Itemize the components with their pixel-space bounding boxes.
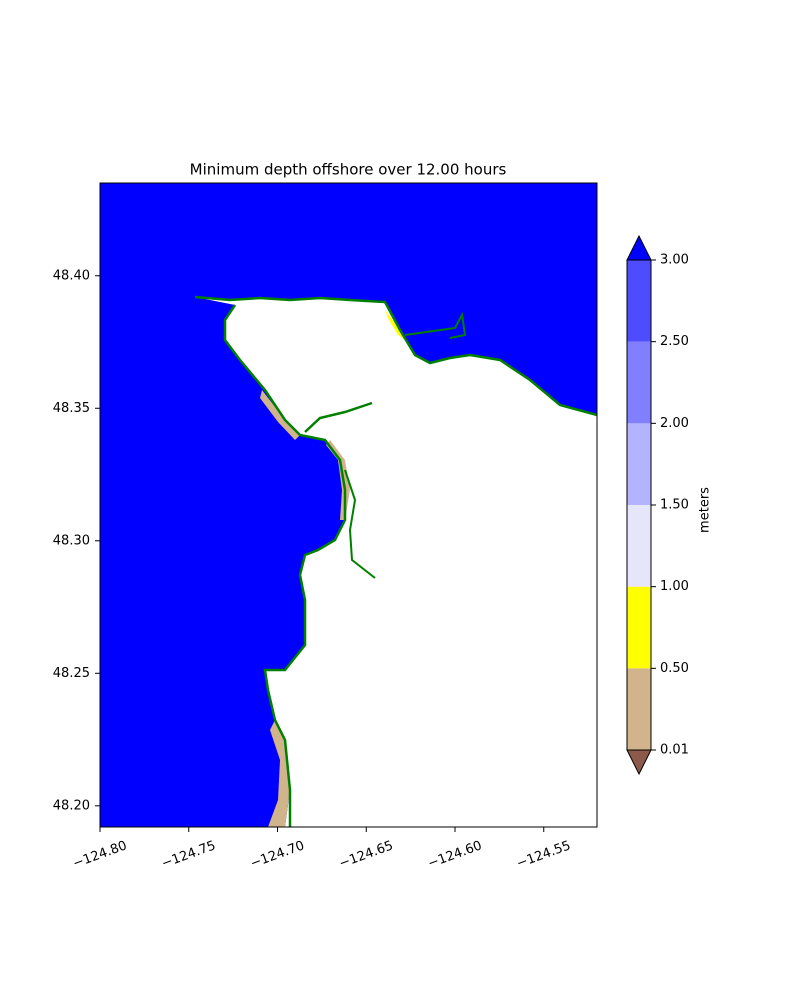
axes-frame xyxy=(99,182,598,828)
colorbar-segment xyxy=(627,260,651,342)
x-tick-label: −124.55 xyxy=(515,838,573,871)
y-tick-label: 48.20 xyxy=(53,798,90,813)
colorbar-tick-label: 2.50 xyxy=(660,334,689,349)
y-tick-label: 48.40 xyxy=(53,268,90,283)
colorbar-segment xyxy=(627,341,651,424)
colorbar-tick-label: 0.50 xyxy=(660,661,689,676)
x-tick-label: −124.65 xyxy=(337,838,395,871)
x-tick-label: −124.70 xyxy=(248,838,306,871)
colorbar-under xyxy=(626,749,652,776)
y-tick-label: 48.25 xyxy=(53,666,90,681)
x-tick-label: −124.75 xyxy=(160,838,218,871)
chart-title: Minimum depth offshore over 12.00 hours xyxy=(190,161,507,179)
y-tick-label: 48.30 xyxy=(53,533,90,548)
x-tick-label: −124.80 xyxy=(71,838,129,871)
colorbar-segment xyxy=(627,586,651,669)
colorbar-segment xyxy=(627,505,651,587)
colorbar-segment xyxy=(627,423,651,505)
colorbar-segment xyxy=(627,668,651,750)
colorbar-tick-label: 3.00 xyxy=(660,253,689,268)
y-tick-label: 48.35 xyxy=(53,401,90,416)
colorbar-over xyxy=(626,234,652,261)
colorbar-tick-label: 0.01 xyxy=(660,743,689,758)
colorbar-tick-label: 1.00 xyxy=(660,579,689,594)
colorbar-tick-label: 2.00 xyxy=(660,416,689,431)
land xyxy=(194,295,598,827)
colorbar-tick-label: 1.50 xyxy=(660,498,689,513)
x-tick-label: −124.60 xyxy=(426,838,484,871)
colorbar-label: meters xyxy=(698,487,713,533)
